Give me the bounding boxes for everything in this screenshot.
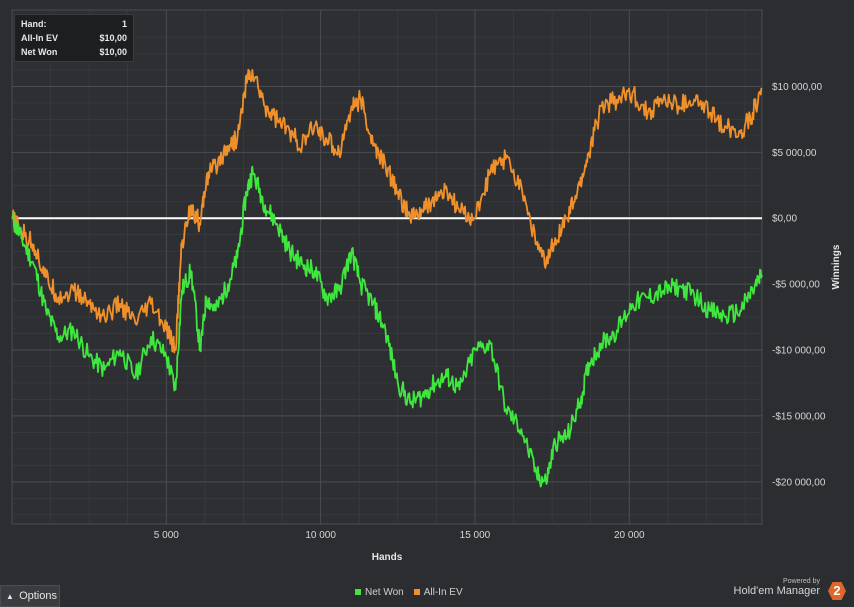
chevron-up-icon: ▲ [6, 592, 14, 601]
x-axis-ticks: 5 000 10 000 15 000 20 000 [154, 10, 645, 541]
tooltip-netwon-label: Net Won [21, 47, 58, 57]
y-tick-label: $10 000,00 [772, 82, 822, 93]
legend-item-net-won[interactable]: Net Won [355, 587, 404, 598]
legend-swatch-net-won [355, 589, 361, 595]
legend-item-all-in-ev[interactable]: All-In EV [413, 587, 463, 598]
series-lines [11, 68, 763, 488]
options-label: Options [19, 590, 57, 602]
gridlines [12, 10, 762, 524]
y-tick-label: -$5 000,00 [772, 280, 820, 291]
y-tick-label: -$15 000,00 [772, 411, 826, 422]
brand-logo-icon: 2 [828, 582, 846, 600]
y-axis-label: Winnings [831, 244, 842, 289]
tooltip-allin-label: All-In EV [21, 33, 59, 43]
legend-swatch-all-in-ev [413, 589, 420, 595]
y-tick-label: -$10 000,00 [772, 346, 826, 357]
powered-by-text: Powered by [783, 578, 820, 585]
y-tick-label: $0,00 [772, 214, 797, 225]
x-tick-label: 5 000 [154, 530, 179, 541]
tooltip-netwon-value: $10,00 [99, 47, 127, 57]
x-tick-label: 20 000 [614, 530, 645, 541]
tooltip-hand-value: 1 [121, 19, 127, 29]
all-in-ev-line [11, 68, 763, 354]
tooltip-hand-label: Hand: [21, 19, 47, 29]
plot-area [11, 9, 763, 525]
x-tick-label: 15 000 [460, 530, 491, 541]
legend-label-net-won: Net Won [365, 587, 404, 598]
options-button[interactable]: ▲ Options [0, 585, 60, 607]
x-axis-label: Hands [372, 552, 403, 563]
y-tick-label: $5 000,00 [772, 148, 817, 159]
legend-label-all-in-ev: All-In EV [423, 587, 463, 598]
hover-tooltip: Hand: 1 All-In EV $10,00 Net Won $10,00 [14, 14, 134, 62]
brand-name: Hold'em Manager [733, 585, 820, 597]
x-tick-label: 10 000 [305, 530, 336, 541]
legend: Net Won All-In EV [355, 587, 463, 598]
net-won-line [11, 165, 763, 488]
tooltip-allin-value: $10,00 [99, 33, 127, 43]
powered-by: Powered by Hold'em Manager [734, 578, 820, 597]
y-tick-label: -$20 000,00 [772, 477, 826, 488]
